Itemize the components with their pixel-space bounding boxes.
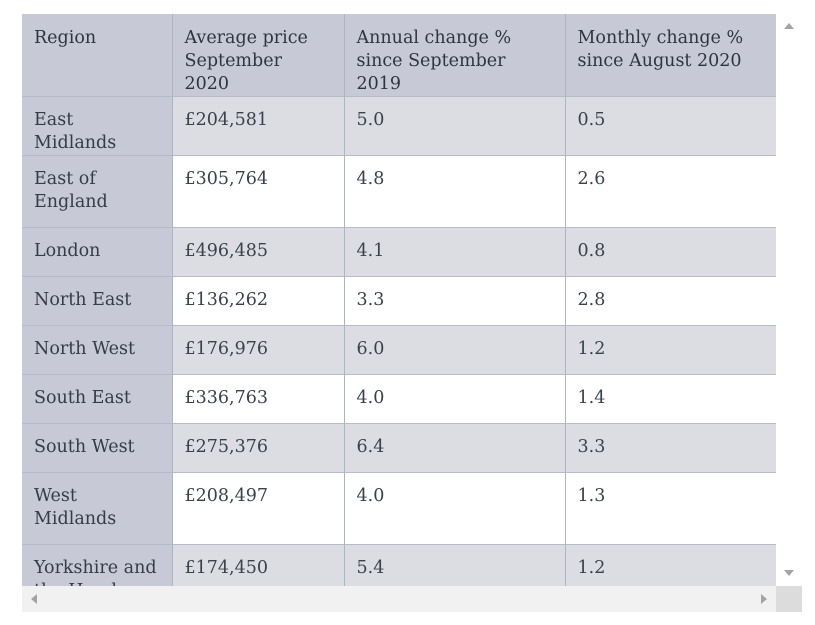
price-cell: £208,497 bbox=[172, 472, 345, 545]
region-cell: North East bbox=[22, 276, 173, 326]
price-cell: £176,976 bbox=[172, 325, 345, 375]
table-row: South West £275,376 6.4 3.3 bbox=[22, 423, 776, 473]
header-annual-change: Annual change % since September 2019 bbox=[344, 14, 566, 97]
house-price-table: Region Average price September 2020 Annua… bbox=[22, 14, 776, 586]
scroll-down-icon[interactable] bbox=[784, 570, 794, 576]
price-cell: £305,764 bbox=[172, 155, 345, 228]
region-cell: West Midlands bbox=[22, 472, 173, 545]
region-cell: London bbox=[22, 227, 173, 277]
header-average-price: Average price September 2020 bbox=[172, 14, 345, 97]
annual-change-cell: 4.1 bbox=[344, 227, 566, 277]
vertical-scrollbar[interactable] bbox=[776, 14, 802, 586]
monthly-change-cell: 1.2 bbox=[565, 544, 776, 586]
table-row: North East £136,262 3.3 2.8 bbox=[22, 276, 776, 326]
price-cell: £496,485 bbox=[172, 227, 345, 277]
region-cell: Yorkshire andthe Humber bbox=[22, 544, 173, 586]
price-cell: £174,450 bbox=[172, 544, 345, 586]
region-cell: East Midlands bbox=[22, 96, 173, 156]
annual-change-cell: 4.0 bbox=[344, 472, 566, 545]
monthly-change-cell: 2.8 bbox=[565, 276, 776, 326]
monthly-change-cell: 1.3 bbox=[565, 472, 776, 545]
scroll-left-icon[interactable] bbox=[31, 594, 37, 604]
table-row: North West £176,976 6.0 1.2 bbox=[22, 325, 776, 375]
region-cell: East of England bbox=[22, 155, 173, 228]
scrollbar-corner bbox=[776, 586, 802, 612]
price-cell: £204,581 bbox=[172, 96, 345, 156]
table-row: East Midlands £204,581 5.0 0.5 bbox=[22, 96, 776, 156]
table-row: West Midlands £208,497 4.0 1.3 bbox=[22, 472, 776, 545]
table-row: Yorkshire andthe Humber £174,450 5.4 1.2 bbox=[22, 544, 776, 586]
header-region: Region bbox=[22, 14, 173, 97]
region-cell: South West bbox=[22, 423, 173, 473]
table-row: East of England £305,764 4.8 2.6 bbox=[22, 155, 776, 228]
table-viewport: Region Average price September 2020 Annua… bbox=[22, 14, 776, 586]
monthly-change-cell: 3.3 bbox=[565, 423, 776, 473]
annual-change-cell: 6.0 bbox=[344, 325, 566, 375]
monthly-change-cell: 0.5 bbox=[565, 96, 776, 156]
scroll-up-icon[interactable] bbox=[784, 23, 794, 29]
price-cell: £136,262 bbox=[172, 276, 345, 326]
table-row: South East £336,763 4.0 1.4 bbox=[22, 374, 776, 424]
annual-change-cell: 6.4 bbox=[344, 423, 566, 473]
table-scroll-container[interactable]: Region Average price September 2020 Annua… bbox=[22, 14, 802, 612]
annual-change-cell: 3.3 bbox=[344, 276, 566, 326]
scroll-right-icon[interactable] bbox=[761, 594, 767, 604]
price-cell: £336,763 bbox=[172, 374, 345, 424]
table-row: London £496,485 4.1 0.8 bbox=[22, 227, 776, 277]
monthly-change-cell: 2.6 bbox=[565, 155, 776, 228]
header-monthly-change: Monthly change % since August 2020 bbox=[565, 14, 776, 97]
annual-change-cell: 4.0 bbox=[344, 374, 566, 424]
region-cell: North West bbox=[22, 325, 173, 375]
horizontal-scrollbar[interactable] bbox=[22, 586, 776, 612]
header-row: Region Average price September 2020 Annua… bbox=[22, 14, 776, 97]
annual-change-cell: 5.0 bbox=[344, 96, 566, 156]
monthly-change-cell: 0.8 bbox=[565, 227, 776, 277]
annual-change-cell: 5.4 bbox=[344, 544, 566, 586]
region-cell: South East bbox=[22, 374, 173, 424]
monthly-change-cell: 1.4 bbox=[565, 374, 776, 424]
monthly-change-cell: 1.2 bbox=[565, 325, 776, 375]
annual-change-cell: 4.8 bbox=[344, 155, 566, 228]
price-cell: £275,376 bbox=[172, 423, 345, 473]
